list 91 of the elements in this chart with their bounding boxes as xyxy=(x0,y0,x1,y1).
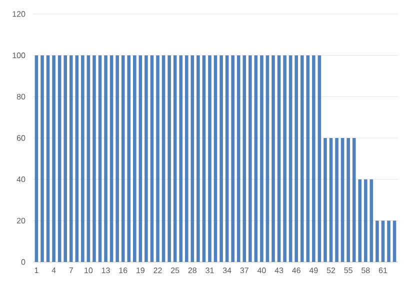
bar xyxy=(98,55,102,262)
x-tick-label: 13 xyxy=(102,268,110,274)
bar xyxy=(104,55,108,262)
bar xyxy=(335,138,338,262)
bar xyxy=(272,55,275,262)
x-tick-label: 61 xyxy=(378,268,388,274)
bar xyxy=(370,179,374,262)
bar xyxy=(329,138,333,262)
bar xyxy=(144,55,148,262)
x-tick-label: 19 xyxy=(136,268,144,274)
bar xyxy=(52,55,56,262)
x-tick-label: 10 xyxy=(84,268,93,274)
x-tick-label: 58 xyxy=(362,268,370,274)
bar xyxy=(58,55,62,262)
bar xyxy=(202,55,206,262)
bar xyxy=(324,138,327,262)
bar xyxy=(392,220,396,262)
x-tick-label: 34 xyxy=(222,268,232,274)
bar xyxy=(162,55,166,262)
bar xyxy=(288,55,292,262)
bar xyxy=(179,55,182,262)
bar xyxy=(358,179,362,262)
bar xyxy=(254,55,258,262)
bar xyxy=(260,55,264,262)
bar xyxy=(34,55,38,262)
bar xyxy=(381,220,385,262)
bar xyxy=(133,55,136,262)
bar xyxy=(352,138,356,262)
x-tick-label: 1 xyxy=(34,268,38,274)
bar xyxy=(81,55,84,262)
bar xyxy=(231,55,234,262)
y-tick-label: 20 xyxy=(16,218,26,224)
bar xyxy=(225,55,229,262)
bar xyxy=(248,55,252,262)
bar xyxy=(242,55,246,262)
bar xyxy=(318,55,322,262)
bar xyxy=(266,55,270,262)
bar xyxy=(110,55,114,262)
bar xyxy=(214,55,218,262)
bar xyxy=(340,138,344,262)
bar xyxy=(168,55,171,262)
bar xyxy=(346,138,350,262)
x-tick-label: 25 xyxy=(171,268,180,274)
x-tick-label: 22 xyxy=(154,268,162,274)
bar xyxy=(277,55,281,262)
bar xyxy=(208,55,212,262)
bar xyxy=(283,55,286,262)
x-tick-label: 37 xyxy=(240,268,248,274)
y-tick-label: 80 xyxy=(16,94,26,100)
x-tick-label: 16 xyxy=(119,268,128,274)
bar xyxy=(69,55,73,262)
x-tick-label: 55 xyxy=(344,268,352,274)
x-tick-label: 7 xyxy=(69,268,73,274)
bar xyxy=(138,55,142,262)
y-tick-label: 40 xyxy=(16,176,26,182)
bar xyxy=(312,55,316,262)
x-tick-label: 4 xyxy=(52,268,56,274)
bar xyxy=(364,179,368,262)
y-tick-label: 0 xyxy=(21,259,26,265)
bar xyxy=(40,55,44,262)
bar xyxy=(294,55,298,262)
x-tick-label: 40 xyxy=(257,268,266,274)
bar xyxy=(220,55,223,262)
x-tick-label: 52 xyxy=(326,268,336,274)
y-tick-label: 100 xyxy=(12,52,26,58)
bar xyxy=(306,55,310,262)
bar xyxy=(156,55,160,262)
bar xyxy=(127,55,131,262)
bar xyxy=(150,55,154,262)
x-tick-label: 31 xyxy=(206,268,214,274)
bar xyxy=(86,55,90,262)
bar xyxy=(116,55,119,262)
bar xyxy=(376,220,379,262)
bar xyxy=(236,55,240,262)
y-tick-label: 120 xyxy=(12,11,26,17)
bar xyxy=(92,55,96,262)
bar xyxy=(46,55,50,262)
bar xyxy=(196,55,200,262)
bar xyxy=(121,55,125,262)
x-tick-label: 28 xyxy=(188,268,196,274)
x-tick-label: 49 xyxy=(309,268,318,274)
x-tick-label: 43 xyxy=(274,268,284,274)
bar xyxy=(300,55,304,262)
bar xyxy=(64,55,67,262)
x-tick-label: 46 xyxy=(292,268,300,274)
bar xyxy=(190,55,194,262)
bar xyxy=(387,220,390,262)
bar xyxy=(173,55,177,262)
bar xyxy=(75,55,79,262)
y-tick-label: 60 xyxy=(16,135,26,141)
bar xyxy=(184,55,188,262)
